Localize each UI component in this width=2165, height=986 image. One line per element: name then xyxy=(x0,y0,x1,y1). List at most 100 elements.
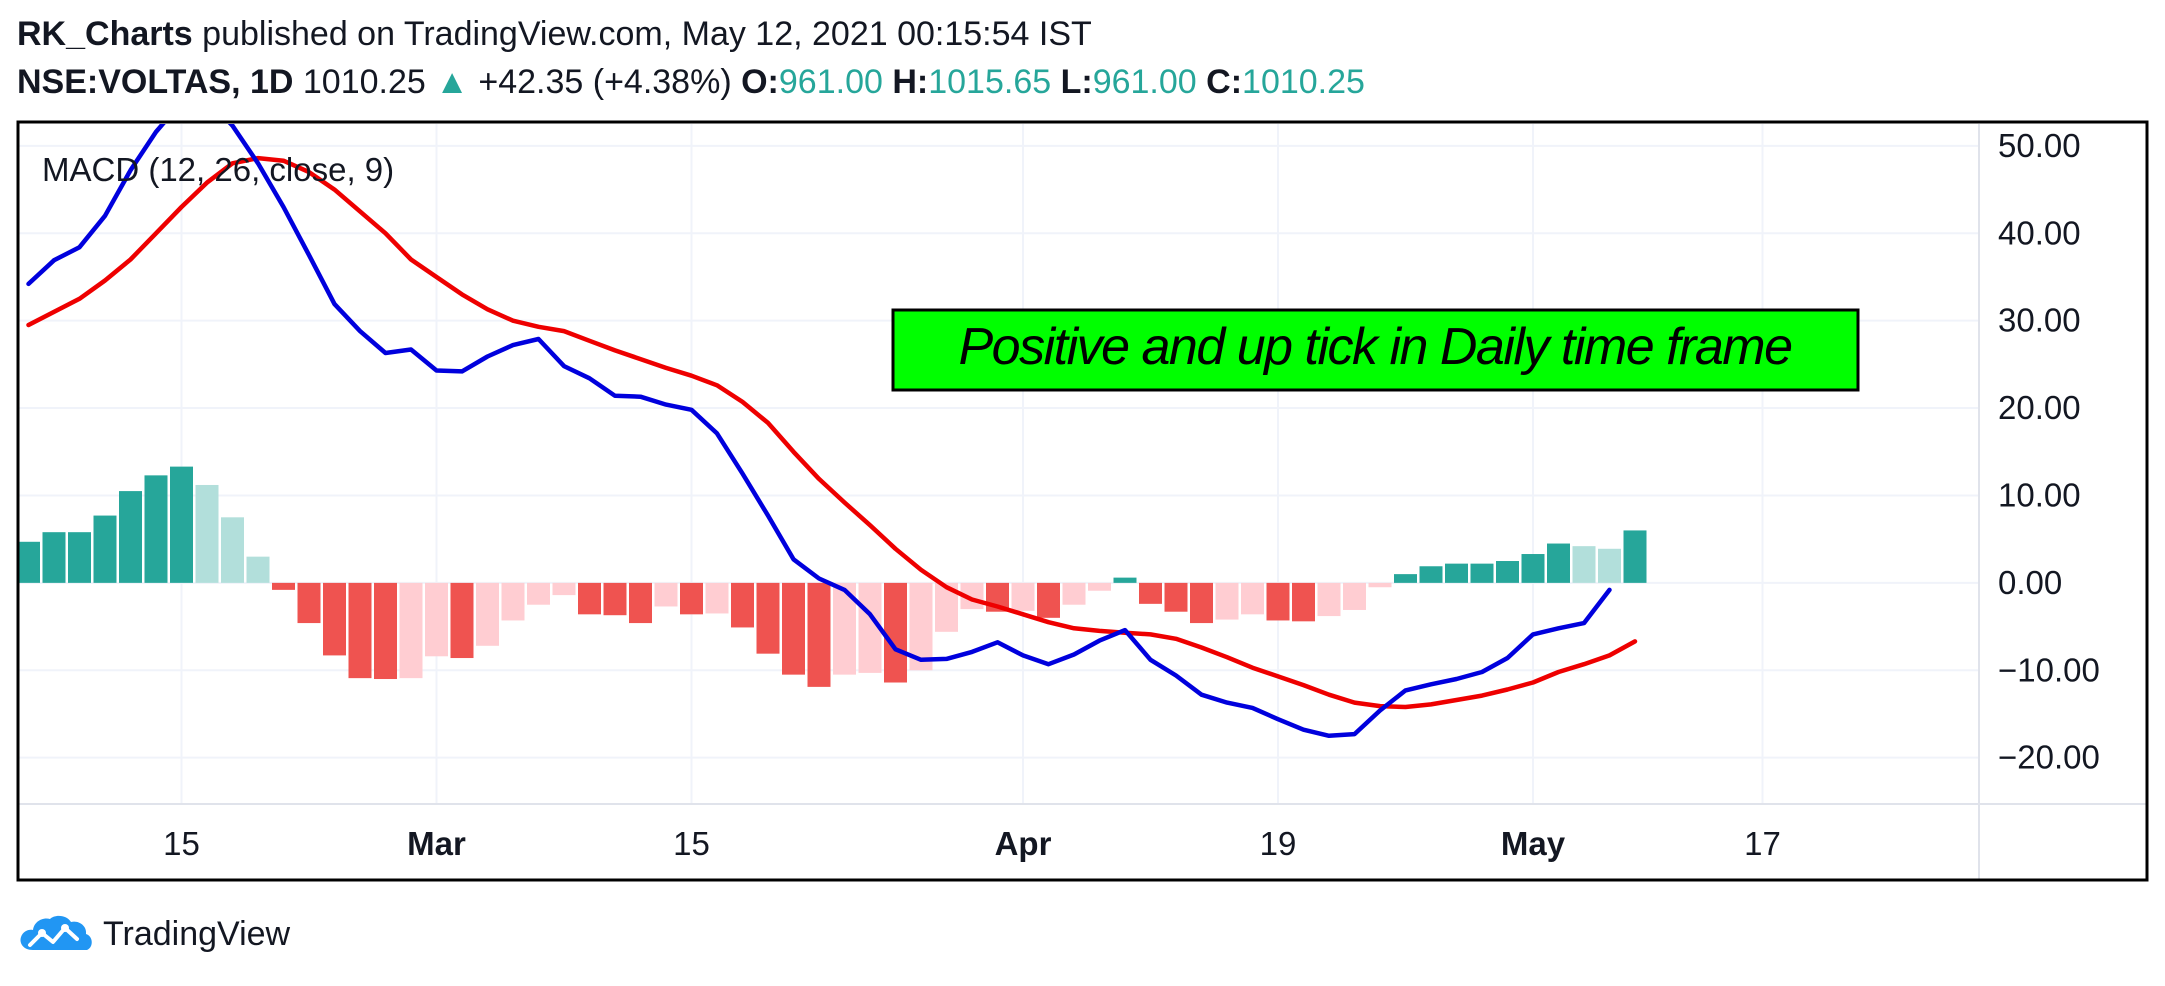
histogram-bar xyxy=(246,556,270,583)
histogram-bar xyxy=(578,582,601,615)
macd-histogram xyxy=(19,466,1647,687)
histogram-bar xyxy=(1215,582,1239,620)
price-axis[interactable]: 50.00 40.00 30.00 20.00 10.00 0.00 −10.00 −20.0… xyxy=(1998,127,2100,776)
close-label: C: xyxy=(1206,63,1243,101)
plot-area xyxy=(19,124,1647,739)
histogram-bar xyxy=(1343,582,1366,610)
chart-frame xyxy=(16,120,2149,882)
histogram-bar xyxy=(323,582,346,656)
histogram-bar xyxy=(782,582,805,675)
histogram-bar xyxy=(42,532,66,583)
open-label: O: xyxy=(741,63,779,101)
annotation-box: Positive and up tick in Daily time frame xyxy=(891,308,1860,392)
high-value: 1015.65 xyxy=(928,63,1052,101)
brand-name: TradingView xyxy=(103,914,291,953)
x-tick-label: Apr xyxy=(995,825,1052,862)
histogram-bar xyxy=(1547,543,1570,583)
histogram-bar xyxy=(221,517,244,583)
x-tick-label: 17 xyxy=(1744,825,1781,862)
histogram-bar xyxy=(374,582,397,680)
y-tick-label: −10.00 xyxy=(1998,651,2100,688)
histogram-bar xyxy=(1037,582,1060,618)
histogram-bar xyxy=(756,582,780,654)
histogram-bar xyxy=(1011,582,1035,611)
histogram-bar xyxy=(1470,563,1494,583)
time-axis[interactable]: 15 Mar 15 Apr 19 May 17 xyxy=(163,825,1781,862)
histogram-bar xyxy=(858,582,882,673)
histogram-bar xyxy=(144,475,168,583)
up-triangle-icon: ▲ xyxy=(435,63,469,101)
histogram-bar xyxy=(1598,548,1621,583)
author-name[interactable]: RK_Charts xyxy=(17,15,193,53)
histogram-bar xyxy=(450,582,474,659)
histogram-bar xyxy=(909,582,933,671)
publish-text: published on TradingView.com, May 12, 20… xyxy=(192,15,1092,53)
histogram-bar xyxy=(807,582,831,687)
low-value: 961.00 xyxy=(1092,63,1197,101)
indicator-legend[interactable]: MACD (12, 26, close, 9) xyxy=(42,151,394,188)
y-tick-label: 30.00 xyxy=(1998,302,2081,339)
histogram-bar xyxy=(552,582,576,596)
annotation-text: Positive and up tick in Daily time frame xyxy=(958,318,1791,376)
open-value: 961.00 xyxy=(778,63,883,101)
histogram-bar xyxy=(1623,530,1647,583)
histogram-bar xyxy=(884,582,907,683)
histogram-bar xyxy=(1139,582,1162,604)
brand[interactable]: TradingView xyxy=(17,909,290,959)
histogram-bar xyxy=(1190,582,1213,624)
histogram-bar xyxy=(1062,582,1086,605)
price-change: +42.35 (+4.38%) xyxy=(478,63,732,101)
signal-line xyxy=(26,155,1638,710)
histogram-bar xyxy=(629,582,652,624)
histogram-bar xyxy=(195,484,219,583)
x-tick-label: May xyxy=(1501,825,1566,862)
histogram-bar xyxy=(1113,577,1137,583)
histogram-bar xyxy=(731,582,754,628)
y-tick-label: 20.00 xyxy=(1998,389,2081,426)
histogram-bar xyxy=(654,582,678,607)
histogram-bar xyxy=(1394,574,1417,583)
histogram-bar xyxy=(527,582,550,605)
histogram-bar xyxy=(93,515,117,583)
histogram-bar xyxy=(705,582,729,614)
y-tick-label: 40.00 xyxy=(1998,214,2081,251)
histogram-bar xyxy=(399,582,423,679)
chart-grid xyxy=(19,124,1979,804)
histogram-bar xyxy=(68,532,91,583)
histogram-bar xyxy=(833,582,856,675)
histogram-bar xyxy=(1572,546,1596,583)
histogram-bar xyxy=(1419,566,1443,583)
histogram-bar xyxy=(501,582,525,621)
x-tick-label: Mar xyxy=(407,825,466,862)
histogram-bar xyxy=(425,582,448,657)
histogram-bar xyxy=(1088,582,1111,591)
publish-info: RK_Charts published on TradingView.com, … xyxy=(17,12,1092,56)
histogram-bar xyxy=(1445,563,1468,583)
histogram-bar xyxy=(348,582,372,679)
histogram-bar xyxy=(19,541,40,583)
histogram-bar xyxy=(1368,582,1392,588)
high-label: H: xyxy=(892,63,929,101)
histogram-bar xyxy=(1164,582,1188,612)
histogram-bar xyxy=(680,582,703,615)
histogram-bar xyxy=(1266,582,1290,621)
x-tick-label: 15 xyxy=(163,825,200,862)
y-tick-label: −20.00 xyxy=(1998,739,2100,776)
x-tick-label: 15 xyxy=(673,825,710,862)
histogram-bar xyxy=(272,582,295,590)
histogram-bar xyxy=(297,582,321,624)
macd-line xyxy=(26,124,1612,739)
histogram-bar xyxy=(170,466,193,583)
histogram-bar xyxy=(1317,582,1341,617)
histogram-bar xyxy=(1292,582,1315,622)
histogram-bar xyxy=(476,582,499,646)
y-tick-label: 0.00 xyxy=(1998,564,2062,601)
y-tick-label: 10.00 xyxy=(1998,476,2081,513)
cloud-logo-icon xyxy=(20,915,92,950)
low-label: L: xyxy=(1060,63,1093,101)
histogram-bar xyxy=(1521,554,1545,583)
histogram-bar xyxy=(119,491,142,583)
close-value: 1010.25 xyxy=(1242,63,1365,101)
x-tick-label: 19 xyxy=(1260,825,1297,862)
